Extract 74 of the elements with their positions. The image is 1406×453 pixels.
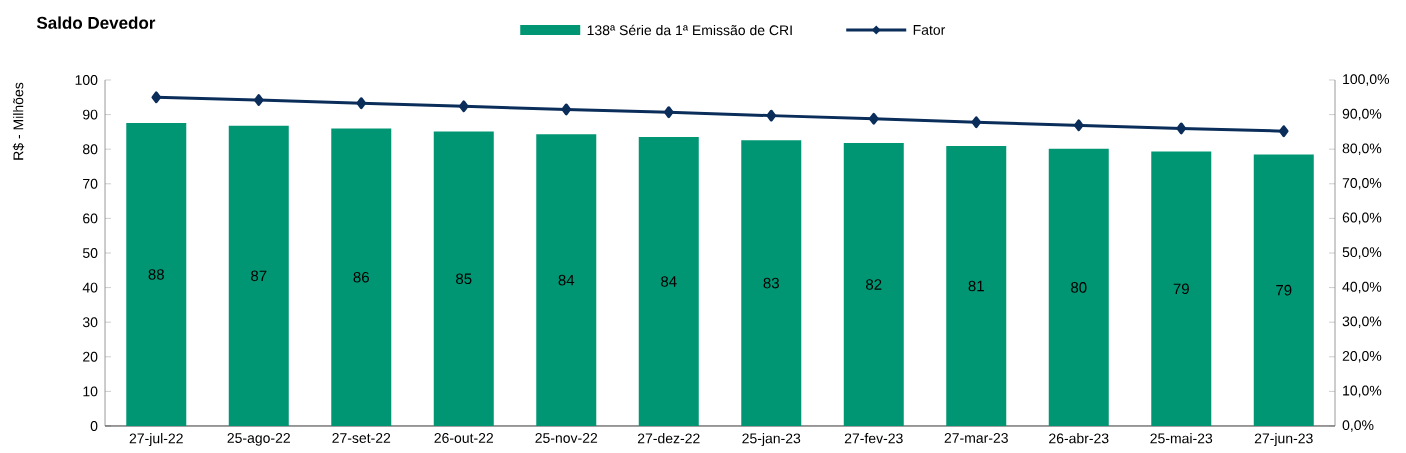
bar	[843, 142, 904, 426]
bar	[1253, 154, 1314, 426]
point	[663, 106, 674, 119]
x-tick-label: 25-nov-22	[535, 433, 598, 443]
x-tick-label: 27-jul-22	[129, 433, 183, 447]
y-tick-label: 100	[75, 75, 98, 85]
bar	[433, 131, 494, 426]
point	[1176, 122, 1187, 135]
data-label: 84	[661, 276, 677, 287]
bar	[741, 140, 802, 426]
y2-tick-label: 10,0%	[1343, 385, 1382, 398]
y2-tick-label: 70,0%	[1342, 178, 1382, 190]
y2-tick-label: 30,0%	[1342, 316, 1382, 328]
x-tick-label: 27-fev-23	[844, 433, 903, 444]
point	[561, 103, 572, 116]
data-label: 85	[456, 273, 472, 285]
bar	[536, 134, 597, 426]
y-axis-title: R$ - Milhões	[12, 82, 25, 160]
y-tick-label: 80	[82, 144, 98, 155]
bar	[1151, 151, 1212, 426]
y-tick-label: 60	[83, 213, 98, 224]
point	[868, 112, 879, 125]
data-label: 83	[763, 277, 779, 289]
point	[253, 94, 264, 106]
bar	[946, 146, 1007, 426]
y2-tick-label: 90,0%	[1342, 108, 1382, 121]
y2-tick-label: 80,0%	[1342, 143, 1382, 155]
data-label: 79	[1276, 284, 1292, 296]
y2-tick-label: 20,0%	[1342, 351, 1382, 363]
y2-tick-label: 50,0%	[1342, 247, 1382, 259]
bar	[331, 128, 392, 426]
y2-tick-label: 40,0%	[1342, 281, 1382, 294]
point	[971, 116, 982, 129]
x-tick-label: 25-ago-22	[227, 433, 290, 446]
data-label: 86	[353, 271, 369, 283]
bar	[1048, 148, 1109, 426]
point	[1073, 119, 1084, 132]
y2-tick-label: 100,0%	[1343, 74, 1390, 86]
data-label: 84	[558, 274, 575, 286]
data-label: 80	[1071, 282, 1087, 293]
x-tick-label: 25-jan-23	[742, 433, 801, 447]
y-tick-label: 10	[83, 386, 98, 397]
point	[1278, 125, 1289, 138]
data-label: 81	[968, 280, 984, 292]
x-tick-label: 26-out-22	[434, 433, 494, 443]
y2-tick-label: 60,0%	[1342, 212, 1382, 225]
point	[766, 109, 777, 122]
y-tick-label: 20	[83, 351, 98, 362]
legend-label: 138ª Série da 1ª Emissão de CRI	[587, 24, 792, 36]
y-tick-label: 0	[90, 421, 98, 431]
x-tick-label: 25-mai-23	[1150, 433, 1213, 444]
bar	[126, 122, 187, 426]
y-tick-label: 70	[83, 178, 98, 189]
data-label: 87	[251, 270, 267, 282]
x-tick-label: 26-abr-23	[1049, 433, 1109, 444]
bar	[638, 137, 699, 426]
point	[151, 91, 162, 104]
legend-label: Fator	[913, 25, 946, 35]
point	[458, 100, 469, 113]
data-label: 88	[148, 269, 164, 280]
data-label: 82	[866, 279, 882, 290]
y-tick-label: 30	[82, 317, 98, 328]
x-tick-label: 27-jun-23	[1254, 433, 1313, 447]
x-tick-label: 27-mar-23	[944, 433, 1008, 443]
y-tick-label: 40	[82, 282, 98, 293]
x-tick-label: 27-dez-22	[637, 433, 700, 444]
chart-title: Saldo Devedor	[36, 16, 156, 29]
bar	[228, 125, 289, 426]
y2-tick-label: 0,0%	[1342, 420, 1374, 432]
data-label: 79	[1173, 283, 1189, 295]
y-tick-label: 90	[83, 109, 98, 120]
y-tick-label: 50	[82, 248, 98, 258]
x-tick-label: 27-set-22	[332, 433, 391, 443]
point	[356, 97, 367, 110]
